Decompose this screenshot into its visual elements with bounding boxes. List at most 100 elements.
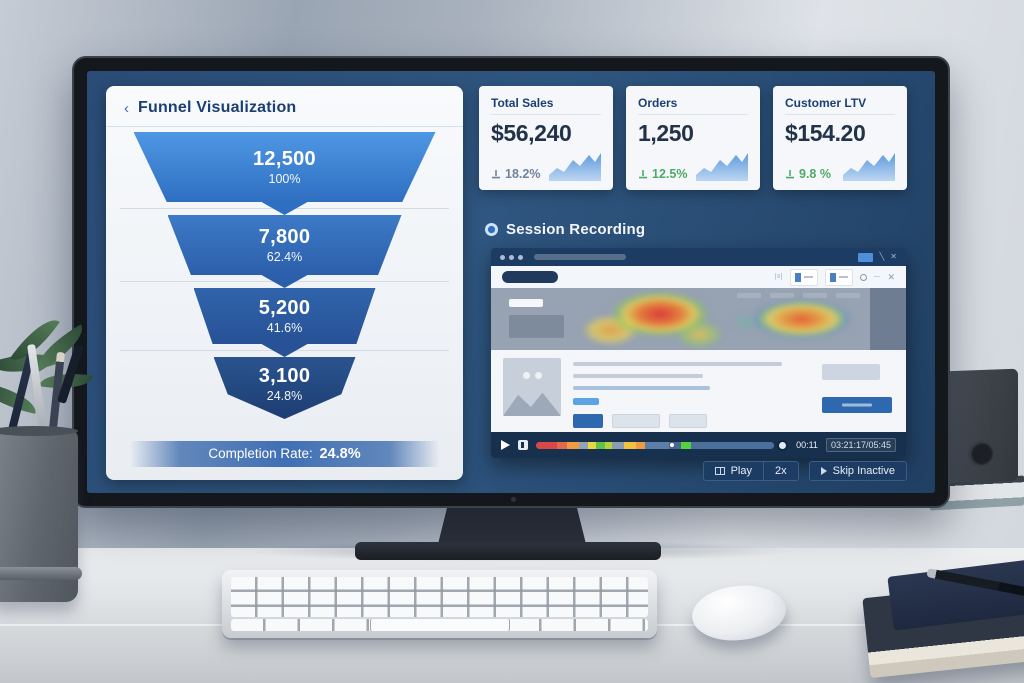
close-toolbar-icon[interactable]: ✕	[887, 271, 895, 282]
spacebar-key	[370, 619, 509, 631]
timeline-segment[interactable]	[605, 441, 613, 449]
back-chevron-icon[interactable]: ‹	[124, 99, 129, 117]
timeline-segment[interactable]	[536, 441, 558, 449]
timeline-segment[interactable]	[578, 441, 589, 449]
trend-icon	[639, 169, 647, 178]
page-hero-section	[491, 288, 906, 350]
text-line-placeholder	[573, 386, 711, 390]
playback-controls-bar: 00:11 03:21:17/05:45	[491, 432, 906, 458]
funnel-stage[interactable]: 7,800 62.4%	[167, 215, 402, 275]
funnel-connector-icon	[261, 275, 308, 288]
monitor-stand-neck	[437, 500, 587, 548]
text-line-placeholder	[573, 362, 782, 366]
timeline-segment[interactable]	[681, 441, 691, 449]
skip-button-label: Skip Inactive	[832, 465, 895, 477]
play-icon[interactable]	[501, 440, 510, 450]
minimize-icon[interactable]: ╲	[879, 252, 885, 261]
trend-icon	[492, 169, 500, 178]
kpi-delta-value: 18.2%	[505, 167, 541, 181]
timeline-segment[interactable]	[595, 441, 606, 449]
timeline-segment[interactable]	[566, 441, 579, 449]
stage-value: 3,100	[258, 365, 311, 387]
window-dot-icon	[518, 254, 523, 260]
close-icon[interactable]: ✕	[890, 252, 897, 261]
completion-rate-value: 24.8%	[319, 446, 361, 462]
toggle-label-placeholder	[838, 276, 848, 278]
timeline-segment[interactable]	[669, 441, 682, 449]
window-dot-icon	[509, 254, 514, 260]
stage-percent: 62.4%	[266, 250, 303, 264]
play-button-label: Play	[730, 465, 752, 477]
funnel-connector-icon	[261, 202, 308, 215]
kpi-title: Orders	[638, 96, 748, 115]
skip-icon	[820, 467, 827, 475]
power-indicator	[511, 497, 516, 502]
kpi-delta-value: 9.8 %	[799, 167, 831, 181]
funnel-title: Funnel Visualization	[138, 99, 297, 116]
kpi-card-row: Total Sales $56,240 18.2% Orders 1,250	[479, 86, 907, 190]
sparkline-chart	[549, 153, 601, 181]
keyboard-keys	[231, 577, 648, 617]
sparkline-chart	[843, 153, 895, 181]
funnel-stage[interactable]: 5,200 41.6%	[193, 288, 376, 344]
record-icon	[485, 223, 498, 236]
playback-timeline[interactable]	[536, 441, 775, 449]
kpi-footer: 12.5%	[638, 151, 748, 181]
timeline-segment[interactable]	[612, 441, 625, 449]
sidebar-button-placeholder	[822, 397, 892, 413]
secondary-button-placeholder	[612, 414, 660, 428]
hero-label-placeholder	[509, 299, 543, 307]
speed-button-label: 2x	[775, 465, 787, 477]
hero-button-placeholder	[509, 315, 564, 338]
timer-icon[interactable]	[859, 273, 867, 281]
dashboard-screen: ‹ Funnel Visualization 12,500 100% 7,800 62…	[87, 71, 935, 493]
progress-chip	[573, 398, 599, 405]
completion-rate-bar: Completion Rate: 24.8%	[129, 441, 440, 467]
play-speed-group: Play 2x	[702, 461, 799, 481]
session-tag-pill[interactable]	[502, 271, 558, 283]
trend-icon	[786, 169, 794, 178]
stage-value: 12,500	[253, 148, 316, 170]
image-placeholder	[503, 358, 561, 416]
funnel-stage[interactable]: 3,100 24.8%	[213, 357, 356, 419]
timeline-segment[interactable]	[635, 441, 646, 449]
speaker-driver-icon	[968, 439, 996, 469]
button-row	[573, 414, 810, 428]
timeline-segment[interactable]	[690, 441, 775, 449]
timeline-segment[interactable]	[624, 441, 636, 449]
funnel-stage[interactable]: 12,500 100%	[133, 132, 436, 202]
timeline-segment[interactable]	[645, 441, 670, 449]
kpi-value: $56,240	[491, 119, 572, 146]
toolbar-text-placeholder: [≡]	[774, 274, 783, 280]
stage-percent: 100%	[268, 172, 301, 186]
monitor: ‹ Funnel Visualization 12,500 100% 7,800 62…	[72, 56, 950, 508]
funnel-panel: ‹ Funnel Visualization 12,500 100% 7,800 62…	[106, 86, 463, 480]
maximize-icon[interactable]	[858, 252, 874, 262]
chapter-marker-icon[interactable]	[518, 440, 528, 450]
playhead-handle[interactable]	[777, 439, 789, 451]
recorded-page-content	[491, 288, 906, 432]
session-recording-section: Session Recording ╲ ✕	[479, 221, 907, 481]
stage-percent: 24.8%	[266, 389, 303, 403]
page-body-section	[491, 350, 906, 432]
sparkline-chart	[696, 153, 748, 181]
speaker	[944, 368, 1018, 484]
completion-rate-label: Completion Rate:	[208, 446, 313, 461]
window-dot-icon	[500, 254, 505, 260]
primary-button-placeholder	[573, 414, 603, 428]
kpi-value: $154.20	[785, 119, 866, 146]
skip-group: Skip Inactive	[808, 461, 907, 481]
timeline-segment[interactable]	[557, 441, 567, 449]
sidebar-box-placeholder	[822, 364, 880, 380]
timeline-segment[interactable]	[588, 441, 596, 449]
toolbar-text-placeholder: —	[873, 274, 881, 280]
play-button[interactable]: Play	[704, 462, 763, 480]
recording-toolbar: [≡] — ✕	[491, 266, 906, 288]
play-mode-icon	[714, 467, 725, 475]
skip-inactive-button[interactable]: Skip Inactive	[810, 462, 906, 480]
funnel-gap	[106, 275, 463, 288]
speed-button[interactable]: 2x	[763, 462, 798, 480]
toolbar-toggle-button[interactable]	[789, 268, 818, 286]
toolbar-toggle-button[interactable]	[824, 268, 853, 286]
